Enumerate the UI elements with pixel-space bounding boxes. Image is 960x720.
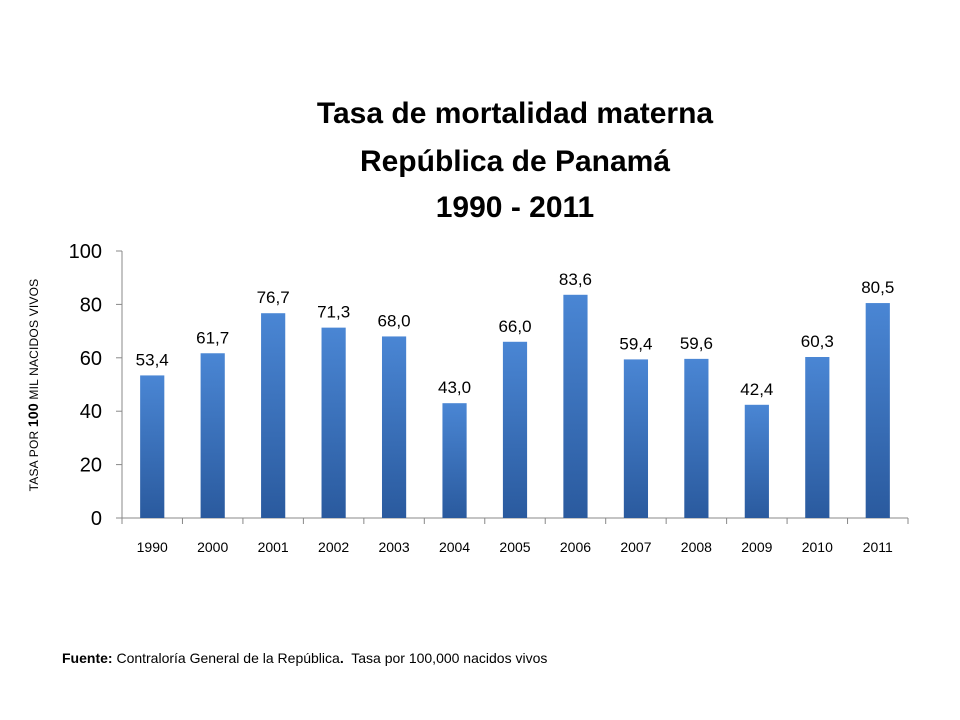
x-tick-label: 2007 xyxy=(620,539,651,555)
y-axis-label: TASA POR 100 MIL NACIDOS VIVOS xyxy=(25,278,41,492)
bar xyxy=(502,341,528,518)
bar xyxy=(381,336,407,518)
data-label: 76,7 xyxy=(257,288,290,307)
x-tick-label: 2010 xyxy=(802,539,833,555)
x-tick-label: 2006 xyxy=(560,539,591,555)
bar xyxy=(140,375,165,518)
data-label: 66,0 xyxy=(498,317,531,336)
data-label: 53,4 xyxy=(136,350,169,369)
source-dot: . xyxy=(339,650,344,666)
data-label: 42,4 xyxy=(740,380,773,399)
x-tick-label: 2002 xyxy=(318,539,349,555)
y-tick-label: 20 xyxy=(80,455,102,477)
data-label: 80,5 xyxy=(861,278,894,297)
y-tick-label: 0 xyxy=(91,508,102,530)
bar xyxy=(321,327,346,518)
data-label: 83,6 xyxy=(559,270,592,289)
bar xyxy=(744,404,769,518)
bar xyxy=(865,303,890,518)
x-tick-label: 2003 xyxy=(378,539,409,555)
x-tick-label: 2011 xyxy=(863,539,893,555)
x-tick-label: 2000 xyxy=(197,539,228,555)
y-tick-label: 100 xyxy=(69,241,102,263)
data-label: 43,0 xyxy=(438,378,471,397)
bar xyxy=(442,403,467,518)
x-tick-label: 2001 xyxy=(258,539,289,555)
x-tick-label: 2009 xyxy=(741,539,772,555)
source-label: Fuente: xyxy=(62,650,113,666)
x-tick-label: 2004 xyxy=(439,539,470,555)
x-tick-label: 2008 xyxy=(681,539,712,555)
y-tick-label: 80 xyxy=(80,294,102,316)
bar xyxy=(623,359,649,518)
bar xyxy=(200,353,225,518)
y-tick-label: 60 xyxy=(80,348,102,370)
data-label: 61,7 xyxy=(196,328,229,347)
chart-title-line-3: 1990 - 2011 xyxy=(435,191,595,224)
source-note: Fuente: Contraloría General de la Repúbl… xyxy=(62,650,547,666)
data-label: 60,3 xyxy=(801,332,834,351)
x-tick-label: 2005 xyxy=(499,539,530,555)
bar xyxy=(261,313,286,518)
source-note-text: Tasa por 100,000 nacidos vivos xyxy=(343,650,548,666)
source-text: Contraloría General de la República xyxy=(112,650,340,666)
data-label: 68,0 xyxy=(378,311,411,330)
data-label: 59,4 xyxy=(619,334,652,353)
chart-title-line-1: Tasa de mortalidad materna xyxy=(316,97,714,130)
bar xyxy=(684,358,709,518)
chart-title-line-2: República de Panamá xyxy=(359,145,671,178)
x-tick-label: 1990 xyxy=(137,539,168,555)
data-label: 71,3 xyxy=(317,303,350,322)
bar xyxy=(563,294,588,518)
data-label: 59,6 xyxy=(680,334,713,353)
bar xyxy=(805,356,830,518)
y-tick-label: 40 xyxy=(80,401,102,423)
